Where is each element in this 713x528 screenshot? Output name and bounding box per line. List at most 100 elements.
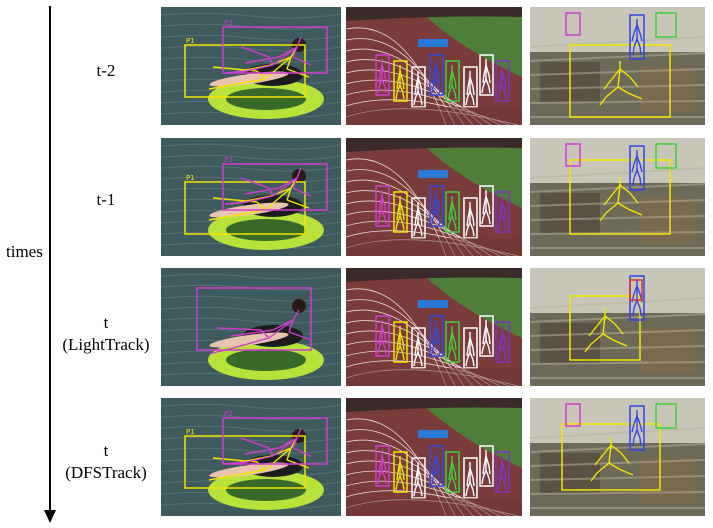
runner-skeleton	[431, 59, 441, 94]
runner-skeleton	[413, 462, 423, 497]
frame-tube-on-water-row-3	[161, 268, 341, 386]
tracking-box-magenta	[222, 163, 328, 211]
runner-box	[375, 315, 390, 357]
frame-tube-on-water-row-1: P1 P2	[161, 7, 341, 125]
frame-crowded-street-row-2	[530, 138, 705, 256]
runner-skeleton	[481, 450, 491, 485]
water-ripple	[161, 143, 341, 150]
id-tag-yellow: P1	[186, 174, 195, 182]
tube-hole	[226, 88, 306, 110]
stadium-stands	[346, 138, 522, 152]
frame-image: P1 P2	[161, 138, 341, 256]
runner-box	[393, 191, 408, 233]
row-label-line-2: (LightTrack)	[62, 335, 150, 354]
pose-skeleton-yellow	[599, 177, 643, 222]
tracking-box-yellow	[184, 435, 306, 489]
tracking-box-magenta	[222, 26, 328, 74]
track-foreground	[346, 107, 522, 125]
id-tag-yellow: P1	[186, 428, 195, 436]
runner-skeleton	[377, 59, 387, 94]
water-ripple	[161, 165, 341, 172]
row-label-dfstrack: t (DFSTrack)	[58, 440, 154, 484]
frame-crowded-street-row-4	[530, 398, 705, 516]
water-ripple	[161, 425, 341, 432]
lane-line	[346, 48, 465, 125]
lane-line	[346, 299, 456, 386]
frame-image	[346, 268, 522, 386]
water-ripple	[161, 403, 341, 410]
row-label-t-minus-1: t-1	[58, 189, 154, 211]
time-axis-line	[49, 6, 51, 514]
frame-tube-on-water-row-2: P1 P2	[161, 138, 341, 256]
frame-running-track-row-1	[346, 7, 522, 125]
motion-blur-streak	[530, 475, 705, 481]
runner-skeleton	[431, 190, 441, 225]
tube-hole	[226, 479, 306, 501]
tracking-box-yellow	[561, 423, 661, 491]
ad-board	[418, 39, 448, 47]
row-label-line-2: (DFSTrack)	[65, 463, 147, 482]
runner-skeleton	[447, 196, 457, 231]
frame-image	[530, 7, 705, 125]
motion-blur-streak	[530, 329, 705, 337]
tracking-box-blue	[629, 14, 645, 60]
runner-skeleton	[447, 65, 457, 100]
frame-image: P1 P2	[161, 398, 341, 516]
motion-blur-streak	[530, 361, 705, 365]
runner-box	[479, 185, 494, 227]
stadium-stands	[346, 268, 522, 282]
row-label-line-1: t-1	[96, 190, 116, 209]
frame-crowded-street-row-1	[530, 7, 705, 125]
market-table	[640, 328, 695, 373]
runner-box	[375, 54, 390, 96]
runner-box	[375, 445, 390, 487]
runner-box	[429, 445, 444, 487]
runner-skeleton	[413, 202, 423, 237]
frame-image	[530, 268, 705, 386]
lane-line	[346, 158, 447, 256]
water-ripple	[161, 45, 341, 52]
water-ripple	[161, 154, 341, 161]
lane-line	[346, 418, 447, 516]
frame-image	[530, 398, 705, 516]
lane-line	[346, 27, 447, 125]
runner-box	[495, 191, 510, 233]
tracking-box-yellow	[184, 44, 306, 98]
tube-hole	[226, 349, 306, 371]
motion-blur-streak	[530, 443, 705, 453]
pose-skeleton-yellow	[208, 437, 310, 481]
tracking-box-yellow	[569, 159, 671, 235]
motion-blur-streak	[530, 459, 705, 467]
motion-blur-streak	[530, 491, 705, 495]
pose-skeleton-blue	[631, 150, 643, 187]
pose-skeleton-magenta	[224, 36, 312, 74]
market-table	[640, 458, 695, 503]
ad-board	[418, 170, 448, 178]
motion-blur-streak	[530, 427, 705, 439]
runner-skeleton	[465, 462, 475, 497]
motion-blur-streak	[530, 36, 705, 48]
row-label-lighttrack: t (LightTrack)	[58, 312, 154, 356]
id-tag-magenta: P2	[224, 410, 233, 418]
tracking-box-yellow	[184, 181, 306, 235]
runner-box	[479, 54, 494, 96]
runner-box	[445, 60, 460, 102]
tracking-box-blue	[629, 145, 645, 191]
water-ripple	[161, 295, 341, 302]
pose-skeleton-yellow	[584, 308, 628, 353]
tracking-box-green	[655, 12, 677, 38]
infield-grass	[416, 7, 522, 77]
tracking-box-magenta	[222, 417, 328, 465]
frame-image	[161, 268, 341, 386]
infield-grass	[416, 138, 522, 208]
infield-grass	[416, 268, 522, 338]
pose-skeleton-yellow	[599, 61, 643, 106]
tube-hole	[226, 219, 306, 241]
stadium-stands	[346, 398, 522, 412]
runner-box	[393, 321, 408, 363]
tracking-box-red	[629, 279, 643, 301]
pose-skeleton-yellow	[590, 437, 634, 482]
water-ripple	[161, 176, 341, 183]
ad-board	[418, 430, 448, 438]
tracking-box-magenta	[565, 12, 581, 36]
